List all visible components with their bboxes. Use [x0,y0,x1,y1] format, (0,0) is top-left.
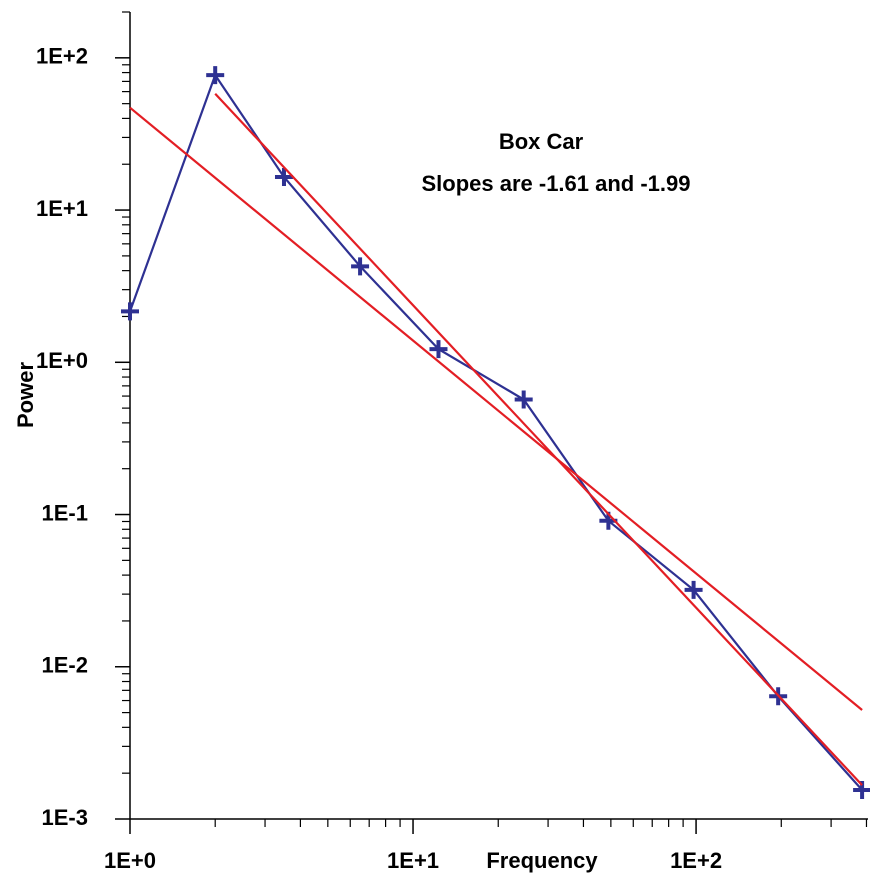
y-tick-label: 1E-2 [42,653,88,678]
chart-subtitle: Slopes are -1.61 and -1.99 [421,171,690,196]
marker [684,580,703,599]
marker [274,167,293,186]
x-tick-label: 1E+1 [387,848,439,873]
series-line [129,106,863,711]
y-axis-label: Power [13,362,38,428]
y-tick-label: 1E+2 [36,44,88,69]
marker [429,340,448,359]
marker [121,302,139,321]
y-tick-label: 1E+1 [36,196,88,221]
series-line [128,72,863,791]
y-tick-label: 1E-1 [42,500,88,525]
series-line [214,93,863,786]
chart-title: Box Car [499,129,584,154]
marker [514,390,533,409]
x-axis-label: Frequency [486,848,598,873]
x-tick-label: 1E+0 [104,848,156,873]
marker [351,257,370,276]
y-tick-label: 1E+0 [36,348,88,373]
marker [206,66,225,85]
y-tick-label: 1E-3 [42,805,88,830]
x-tick-label: 1E+2 [670,848,722,873]
